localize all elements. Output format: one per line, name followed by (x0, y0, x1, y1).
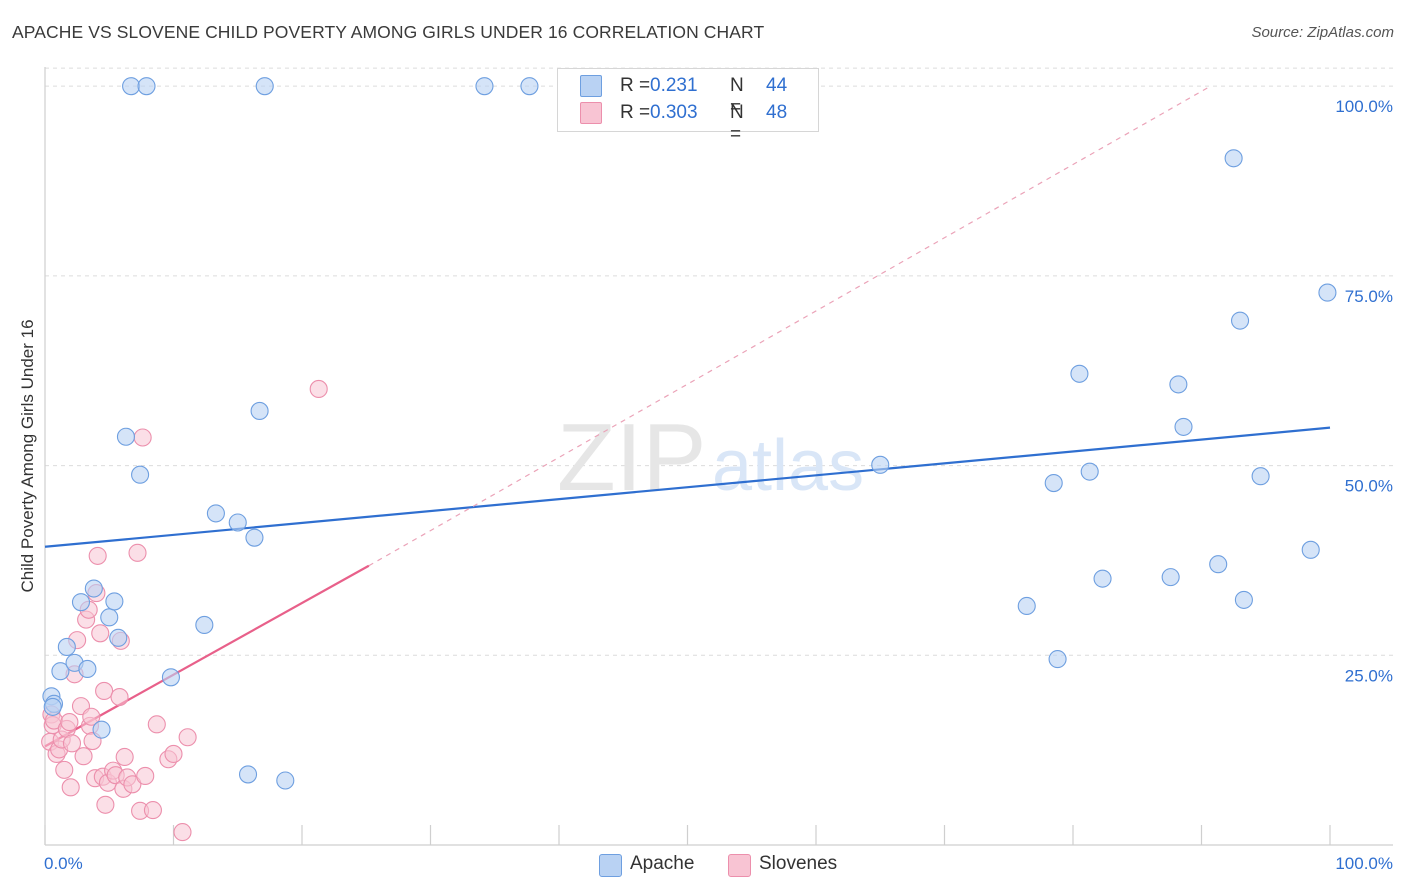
legend-n-label: N = (730, 75, 744, 118)
apache-legend-swatch (599, 854, 622, 877)
correlation-legend: R = 0.231 N = 44 R = 0.303 N = 48 (557, 68, 819, 145)
apache-point (871, 455, 890, 474)
apache-point (131, 465, 150, 484)
apache-trend-line (44, 426, 1331, 548)
slovene-point (96, 795, 115, 814)
apache-point (92, 720, 111, 739)
apache-point (255, 77, 274, 96)
slovene-point (88, 546, 107, 565)
slovene-point (143, 801, 162, 820)
slovene-legend-label: Slovenes (759, 853, 838, 874)
apache-point (238, 765, 258, 784)
apache-point (228, 513, 247, 532)
x-tick-label-min: 0.0% (44, 854, 83, 873)
slovene-point (147, 715, 166, 734)
watermark-zip: ZIP (557, 404, 706, 511)
apache-point (245, 528, 264, 547)
apache-point (475, 77, 494, 96)
apache-point (1017, 596, 1036, 616)
legend-r-label: R = (620, 75, 651, 96)
apache-point (105, 592, 124, 611)
slovene-point (110, 687, 129, 707)
slovene-point (82, 707, 101, 726)
apache-point (1224, 149, 1243, 168)
apache-point (137, 77, 156, 96)
apache-swatch (580, 75, 602, 97)
slovene-point (123, 775, 142, 794)
legend-n-label: N = (730, 102, 744, 145)
apache-point (116, 427, 136, 446)
slovene-point (74, 747, 93, 766)
apache-point (1169, 375, 1188, 394)
apache-point (161, 668, 180, 687)
legend-r-value: 0.303 (650, 102, 698, 123)
slovene-legend-swatch (728, 854, 751, 877)
apache-point (122, 77, 141, 96)
legend-r-label: R = (620, 102, 651, 123)
tick-labels: 25.0% 50.0% 75.0% 100.0% 0.0% 100.0% (44, 97, 1393, 873)
apache-point (51, 662, 70, 681)
slovene-point (164, 744, 183, 763)
apache-point (1080, 462, 1099, 481)
apache-point (1161, 568, 1180, 587)
apache-legend-label: Apache (630, 853, 695, 874)
gridlines (45, 67, 1393, 656)
apache-point (1318, 283, 1337, 302)
apache-point (1234, 590, 1253, 609)
apache-point (1044, 473, 1063, 493)
slovene-point (62, 734, 82, 753)
slovene-point (60, 713, 79, 732)
slovene-points (41, 379, 328, 842)
apache-point (1070, 364, 1089, 383)
source-credit: Source: ZipAtlas.com (1251, 24, 1394, 41)
y-tick-label: 25.0% (1345, 666, 1393, 685)
apache-point (1048, 650, 1067, 669)
apache-point (78, 659, 97, 679)
slovene-point (61, 778, 80, 797)
legend-n-value: 44 (766, 75, 788, 96)
apache-point (71, 593, 91, 612)
slovene-point (95, 681, 114, 701)
apache-point (250, 401, 269, 421)
apache-point (100, 608, 119, 627)
slovene-point (115, 747, 134, 767)
x-tick-label-max: 100.0% (1335, 854, 1393, 873)
slovene-point (128, 543, 147, 562)
chart-title: APACHE VS SLOVENE CHILD POVERTY AMONG GI… (12, 22, 765, 42)
slovene-point (178, 728, 197, 747)
apache-point (520, 77, 539, 96)
slovene-point (91, 624, 110, 643)
slovene-point (133, 428, 152, 447)
apache-point (84, 579, 103, 598)
apache-point (195, 615, 214, 634)
apache-point (1209, 555, 1228, 574)
slovene-trend-extension (368, 85, 1211, 567)
y-tick-label: 75.0% (1345, 287, 1393, 306)
apache-point (276, 771, 295, 790)
apache-point (1093, 569, 1112, 588)
slovene-point (173, 823, 192, 842)
y-tick-label: 50.0% (1345, 477, 1393, 496)
slovene-point (55, 760, 74, 779)
apache-point (109, 628, 128, 647)
legend-n-value: 48 (766, 102, 788, 123)
apache-point (1231, 311, 1250, 330)
apache-point (57, 637, 76, 656)
slovene-point (309, 379, 328, 398)
apache-point (1174, 417, 1193, 436)
apache-point (1251, 467, 1270, 486)
y-tick-label: 100.0% (1335, 97, 1393, 116)
apache-point (43, 697, 62, 716)
watermark-atlas: atlas (712, 426, 864, 506)
apache-point (1301, 540, 1320, 559)
legend-r-value: 0.231 (650, 75, 698, 96)
apache-points (42, 77, 1337, 790)
slovene-swatch (580, 102, 602, 124)
slovene-point (136, 766, 155, 785)
apache-point (206, 504, 225, 523)
